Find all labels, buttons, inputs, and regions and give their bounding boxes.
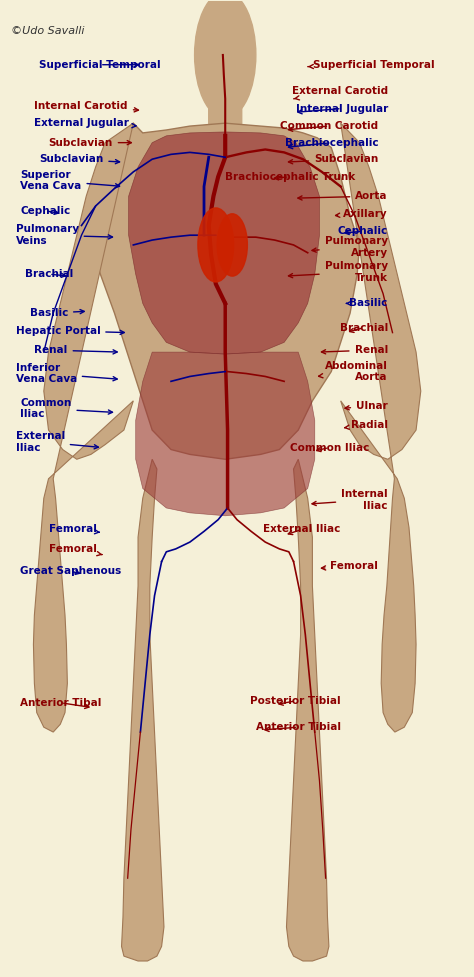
Text: Common Carotid: Common Carotid	[280, 121, 378, 131]
Text: Aorta: Aorta	[298, 191, 388, 201]
Polygon shape	[136, 352, 315, 516]
Text: Internal
Iliac: Internal Iliac	[312, 489, 388, 511]
Text: External Jugular: External Jugular	[35, 118, 136, 128]
Text: Anterior Tibial: Anterior Tibial	[255, 722, 341, 732]
Text: Internal Carotid: Internal Carotid	[35, 101, 138, 112]
Text: Subclavian: Subclavian	[48, 138, 131, 148]
Circle shape	[195, 0, 256, 118]
Text: Posterior Tibial: Posterior Tibial	[250, 696, 341, 705]
Text: Common
Iliac: Common Iliac	[20, 398, 112, 419]
Text: Pulmonary
Artery: Pulmonary Artery	[312, 236, 388, 258]
Polygon shape	[341, 123, 421, 732]
Text: Cephalic: Cephalic	[20, 206, 71, 216]
Text: Superficial Temporal: Superficial Temporal	[308, 60, 435, 69]
Text: Superficial Temporal: Superficial Temporal	[39, 60, 161, 69]
Text: Superior
Vena Cava: Superior Vena Cava	[20, 170, 119, 191]
Text: Basilic: Basilic	[30, 308, 84, 319]
Text: Basilic: Basilic	[346, 298, 388, 309]
Text: Femoral: Femoral	[48, 544, 102, 556]
Text: Brachiocephalic: Brachiocephalic	[285, 138, 378, 149]
Text: Renal: Renal	[35, 345, 117, 356]
Polygon shape	[286, 459, 329, 961]
Text: Brachial: Brachial	[339, 322, 388, 333]
Text: External Carotid: External Carotid	[292, 86, 388, 100]
Text: Pulmonary
Trunk: Pulmonary Trunk	[289, 262, 388, 283]
Text: Internal Jugular: Internal Jugular	[296, 104, 388, 114]
Text: Subclavian: Subclavian	[39, 154, 119, 164]
Text: ©Udo Savalli: ©Udo Savalli	[11, 25, 84, 36]
Circle shape	[217, 214, 247, 276]
Text: Ulnar: Ulnar	[345, 401, 388, 410]
Text: Anterior Tibal: Anterior Tibal	[20, 698, 101, 708]
Text: Hepatic Portal: Hepatic Portal	[16, 325, 124, 336]
Text: Abdominal
Aorta: Abdominal Aorta	[319, 361, 388, 382]
Polygon shape	[86, 123, 359, 459]
Text: Axillary: Axillary	[336, 209, 388, 219]
FancyBboxPatch shape	[209, 64, 242, 128]
Text: Subclavian: Subclavian	[289, 154, 378, 164]
Text: Pulmonary
Veins: Pulmonary Veins	[16, 225, 112, 246]
Polygon shape	[34, 123, 133, 732]
Text: Femoral: Femoral	[48, 525, 100, 534]
Polygon shape	[128, 132, 319, 354]
Polygon shape	[121, 459, 164, 961]
Text: Brachiocephalic Trunk: Brachiocephalic Trunk	[225, 172, 355, 182]
Text: Brachial: Brachial	[25, 270, 73, 279]
Text: Common Iliac: Common Iliac	[290, 443, 369, 452]
Text: External Iliac: External Iliac	[263, 525, 341, 534]
Text: Femoral: Femoral	[321, 562, 378, 572]
Text: Renal: Renal	[321, 345, 388, 356]
Text: Great Saphenous: Great Saphenous	[20, 567, 121, 576]
Text: Inferior
Vena Cava: Inferior Vena Cava	[16, 362, 117, 384]
Circle shape	[198, 208, 234, 282]
Text: Radial: Radial	[345, 420, 388, 430]
Text: External
Iliac: External Iliac	[16, 431, 99, 452]
Text: Cephalic: Cephalic	[337, 227, 388, 236]
